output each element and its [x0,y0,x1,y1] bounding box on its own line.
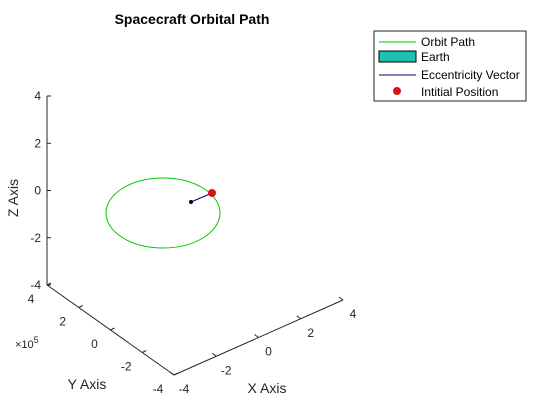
legend-label-orbit: Orbit Path [421,35,475,49]
x-tick-label: 2 [307,326,314,340]
z-tick-label: -4 [30,278,41,292]
axis-ticks: -4 -2 0 2 4 4 2 0 -2 -4 -4 -2 0 2 4 [28,89,357,396]
x-tick-mark [254,334,259,338]
legend-label-eccentricity: Eccentricity Vector [421,68,520,82]
y-tick-mark [173,372,179,376]
z-tick-label: 4 [34,89,41,103]
x-tick-mark [169,371,175,376]
y-tick-label: 2 [59,315,66,329]
y-multiplier-base: ×10 [15,339,34,351]
legend-label-initial-position: Intitial Position [421,85,498,99]
z-tick-label: 2 [34,136,41,150]
legend-initial-position-swatch [393,87,401,95]
orbit-path-line [105,177,221,249]
y-multiplier: ×105 [15,335,39,351]
y-multiplier-exponent: 5 [34,335,39,345]
legend: Orbit Path Earth Eccentricity Vector Int… [373,30,527,102]
y-tick-label: 0 [91,337,98,351]
x-tick-mark [211,352,217,357]
earth-point [189,200,193,204]
chart-title: Spacecraft Orbital Path [115,11,270,27]
plot-area [105,177,221,249]
x-tick-mark [296,315,302,320]
legend-label-earth: Earth [421,50,450,64]
y-axis-label: Y Axis [68,376,107,392]
y-tick-mark [110,327,115,331]
y-tick-mark [142,350,147,353]
y-tick-label: -2 [121,360,132,374]
y-tick-label: 4 [28,292,35,306]
x-tick-label: -2 [221,363,232,377]
initial-position-marker [208,189,216,197]
x-tick-label: -4 [179,382,190,396]
y-tick-label: -4 [153,382,164,396]
x-tick-label: 4 [350,307,357,321]
x-tick-mark [338,296,344,301]
x-tick-label: 0 [265,345,272,359]
z-tick-label: 0 [34,184,41,198]
legend-earth-swatch [378,50,417,63]
z-tick-label: -2 [30,231,41,245]
z-axis-label: Z Axis [5,179,21,217]
y-tick-mark [78,305,83,308]
y-tick-mark [46,282,52,286]
x-axis-label: X Axis [248,380,287,396]
